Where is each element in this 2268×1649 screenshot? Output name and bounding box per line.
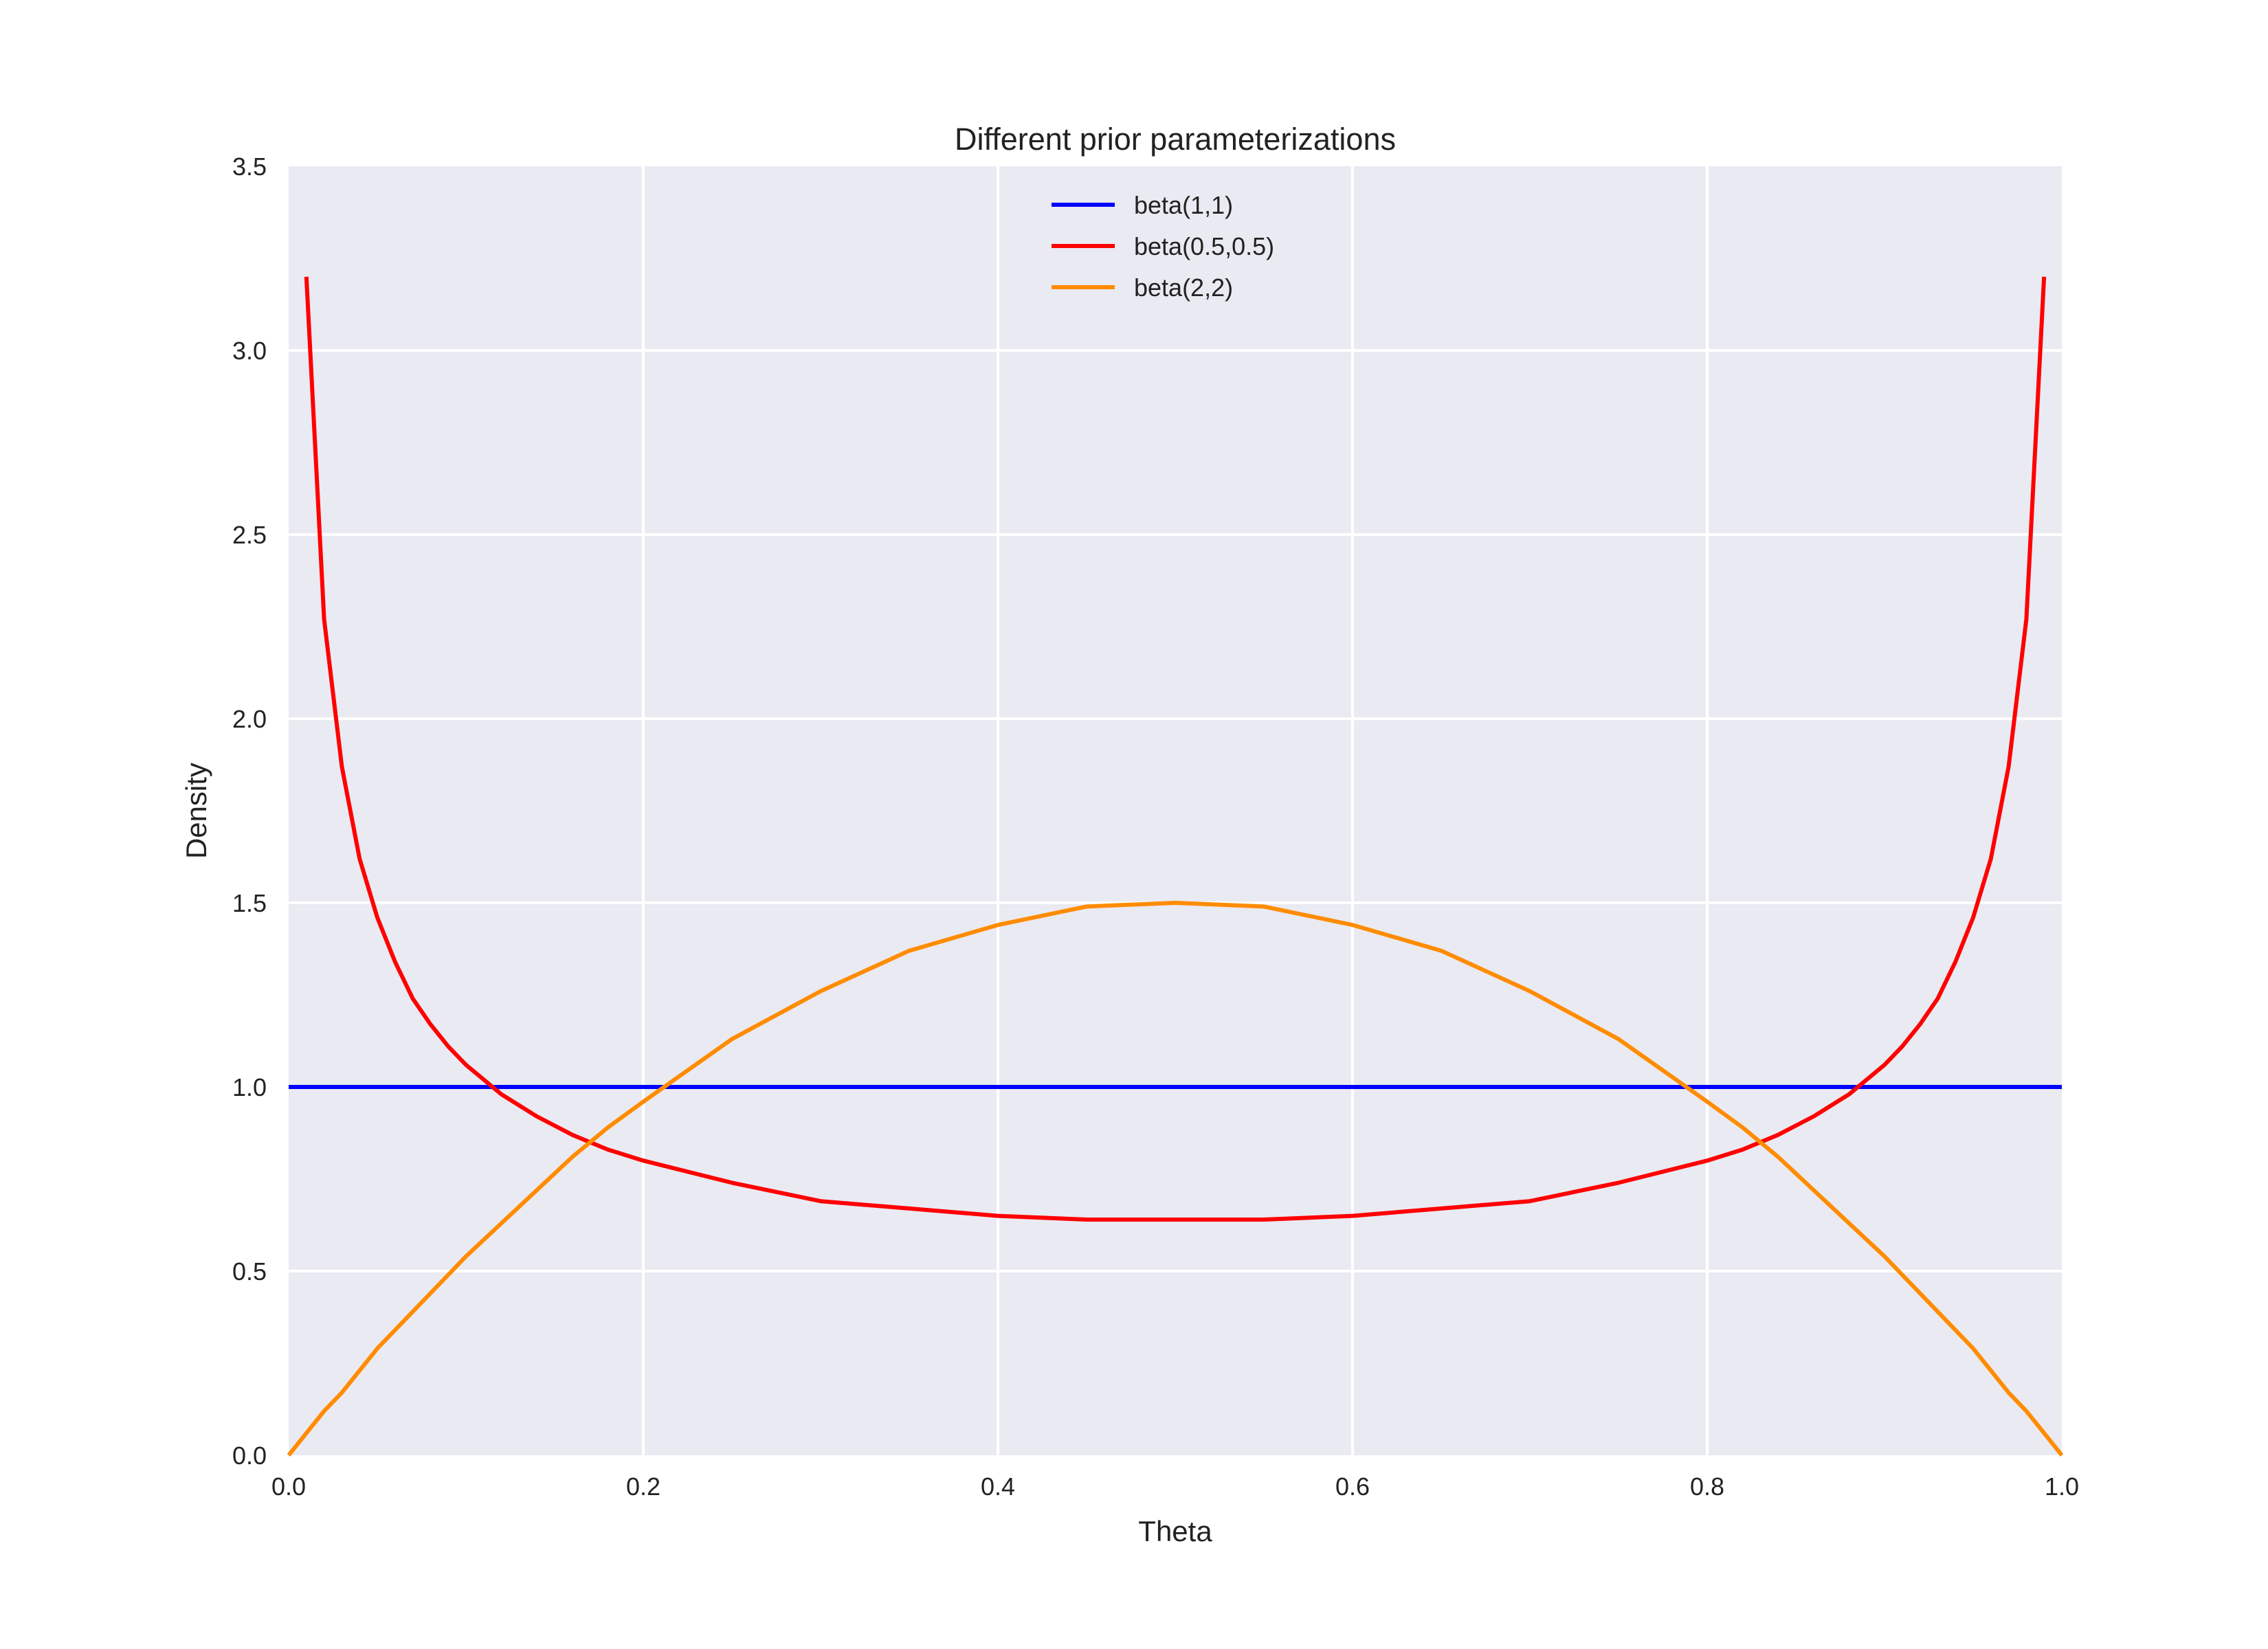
legend-label: beta(0.5,0.5) (1134, 232, 1274, 260)
x-tick-label: 0.0 (271, 1472, 306, 1501)
y-tick-labels: 0.0 0.5 1.0 1.5 2.0 2.5 3.0 3.5 (232, 153, 267, 1470)
y-tick-label: 1.0 (232, 1073, 267, 1101)
series-line-2 (287, 901, 2064, 1457)
y-tick-label: 2.5 (232, 521, 267, 549)
legend-label: beta(2,2) (1134, 273, 1233, 302)
y-tick-label: 0.0 (232, 1442, 267, 1470)
x-tick-label: 0.8 (1690, 1472, 1724, 1501)
y-tick-label: 0.5 (232, 1257, 267, 1286)
x-tick-label: 1.0 (2045, 1472, 2079, 1501)
x-tick-labels: 0.0 0.2 0.4 0.6 0.8 1.0 (271, 1472, 2079, 1501)
plot-background (289, 166, 2062, 1455)
y-tick-label: 2.0 (232, 705, 267, 733)
series-line-1 (304, 276, 2047, 1222)
y-tick-label: 3.0 (232, 337, 267, 365)
y-axis-title: Density (180, 763, 212, 859)
series-lines (287, 276, 2064, 1457)
legend: beta(1,1) beta(0.5,0.5) beta(2,2) (1052, 191, 1274, 302)
x-tick-label: 0.4 (981, 1472, 1015, 1501)
x-tick-label: 0.6 (1335, 1472, 1370, 1501)
y-tick-label: 3.5 (232, 153, 267, 181)
legend-label: beta(1,1) (1134, 191, 1233, 219)
y-tick-label: 1.5 (232, 889, 267, 917)
x-tick-label: 0.2 (626, 1472, 660, 1501)
chart-title: Different prior parameterizations (955, 122, 1396, 157)
x-axis-title: Theta (1138, 1515, 1212, 1547)
